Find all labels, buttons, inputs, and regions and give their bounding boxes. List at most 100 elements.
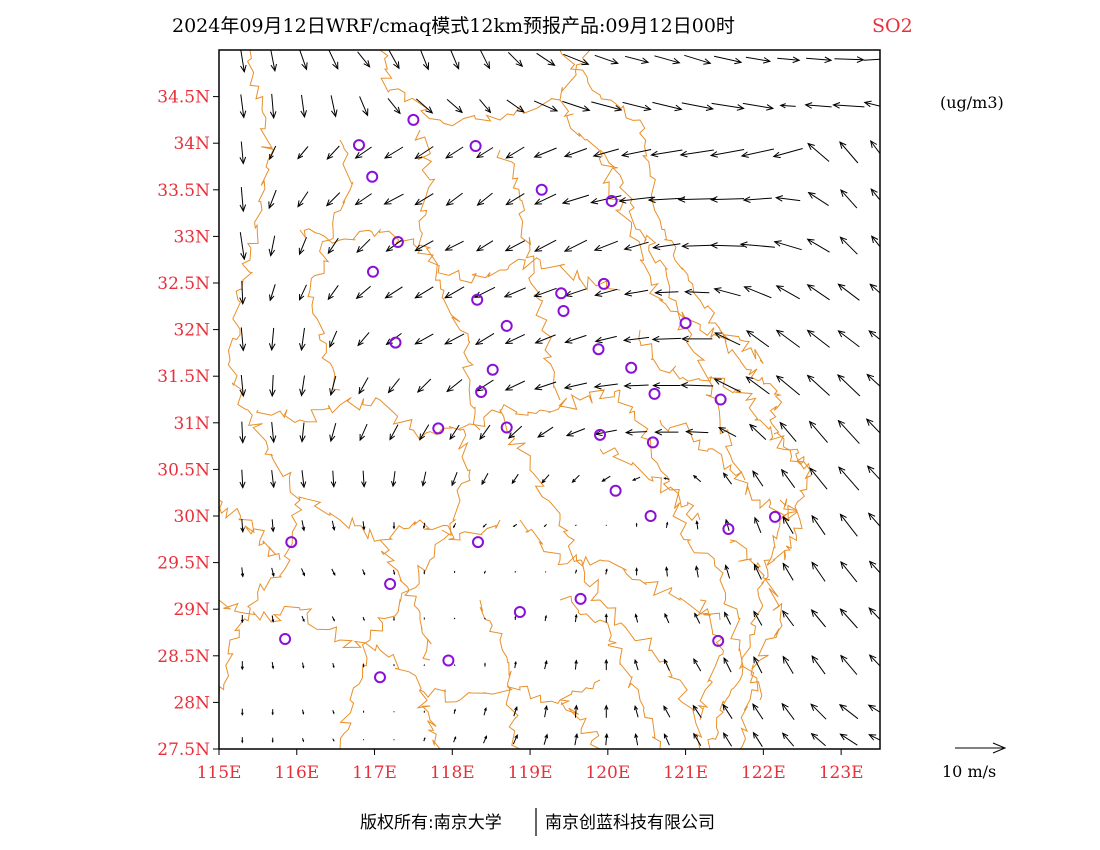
wind-arrow-head (422, 525, 426, 529)
wind-arrow (514, 615, 517, 620)
wind-arrow (504, 333, 526, 344)
wind-arrow-shaft (270, 235, 276, 256)
wind-arrow (745, 376, 770, 395)
station-marker (366, 170, 379, 183)
wind-arrow (635, 522, 638, 527)
boundary-line (599, 447, 701, 521)
wind-arrow (269, 374, 276, 398)
wind-arrow-shaft (695, 566, 699, 578)
wind-arrow-shaft (389, 424, 399, 440)
wind-arrow-shaft (624, 241, 649, 250)
boundary-line (617, 389, 763, 701)
wind-arrow-head (327, 246, 334, 255)
wind-arrow (271, 567, 275, 578)
wind-arrow-shaft (357, 332, 370, 346)
wind-arrow-head (329, 388, 336, 397)
wind-arrow (782, 515, 794, 535)
wind-arrow-head (269, 111, 277, 120)
wind-arrow-shaft (811, 733, 826, 747)
wind-arrow (330, 95, 338, 118)
wind-arrow-shaft (449, 424, 460, 440)
wind-arrow (618, 196, 654, 204)
wind-arrow-shaft (725, 565, 731, 579)
wind-arrow-shaft (327, 237, 339, 254)
wind-arrow-shaft (723, 732, 733, 747)
wind-arrow-shaft (868, 607, 880, 621)
wind-arrow-shaft (718, 427, 737, 438)
wind-arrow (834, 56, 865, 63)
station-marker (712, 634, 725, 647)
wind-arrow-shaft (301, 375, 305, 396)
wind-arrow-head (695, 520, 699, 525)
wind-arrow (357, 51, 371, 68)
wind-arrow-shaft (634, 706, 639, 718)
wind-arrow-shaft (753, 656, 763, 674)
wind-arrow-head (533, 291, 542, 298)
station-marker (500, 319, 513, 332)
wind-arrow-head (561, 198, 570, 205)
wind-arrow (302, 709, 305, 715)
wind-arrow-shaft (329, 330, 338, 348)
wind-arrow (604, 658, 609, 671)
wind-arrow-head (865, 418, 874, 426)
wind-arrow-head (240, 64, 247, 74)
wind-arrow (475, 147, 494, 159)
lat-tick-label: 34N (173, 134, 210, 154)
wind-arrow-head (724, 564, 730, 571)
wind-arrow-head (869, 283, 878, 291)
wind-arrow (806, 284, 830, 301)
wind-arrow (387, 378, 400, 394)
wind-arrow (634, 732, 639, 746)
wind-arrow-head (618, 197, 627, 204)
wind-arrow-shaft (297, 191, 309, 207)
wind-arrow-shaft (746, 376, 770, 395)
wind-arrow-shaft (415, 98, 433, 114)
wind-arrow-head (839, 141, 847, 149)
wind-arrow (806, 374, 830, 396)
boundary-line (414, 129, 481, 431)
wind-arrow-shaft (564, 148, 588, 157)
wind-arrow (423, 736, 426, 742)
wind-arrow-head (663, 733, 668, 739)
wind-arrow-shaft (776, 197, 801, 202)
lat-tick-label: 33N (173, 227, 210, 247)
wind-arrow (361, 470, 367, 488)
wind-arrow (863, 58, 880, 61)
wind-arrow (808, 420, 828, 443)
wind-arrow-head (484, 735, 487, 739)
wind-arrow-head (393, 618, 395, 622)
wind-arrow-head (302, 572, 305, 577)
wind-arrow-shaft (725, 519, 730, 531)
wind-arrow-head (740, 151, 749, 158)
wind-arrow-shaft (544, 706, 548, 718)
wind-arrow-shaft (269, 284, 276, 301)
wind-arrow-head (484, 662, 486, 665)
wind-arrow (543, 523, 547, 528)
wind-arrow-head (709, 196, 718, 203)
wind-arrow-head (724, 611, 729, 618)
wind-arrow-shaft (562, 194, 590, 204)
wind-arrow (693, 658, 702, 672)
station-marker (500, 421, 513, 434)
wind-arrow-shaft (299, 284, 307, 301)
wind-arrow-head (622, 336, 631, 343)
wind-arrow (601, 475, 611, 482)
wind-arrow-shaft (809, 467, 828, 490)
wind-arrow (354, 146, 372, 159)
wind-arrow-shaft (693, 658, 702, 672)
wind-arrow-head (512, 525, 516, 527)
wind-arrow-shaft (506, 146, 525, 159)
wind-arrow-head (664, 612, 668, 618)
wind-arrow-shaft (534, 287, 557, 297)
wind-arrow-head (547, 59, 556, 66)
wind-arrow-shaft (867, 465, 880, 481)
wind-arrow-shaft (327, 285, 339, 300)
station-marker (722, 523, 735, 535)
wind-arrow (722, 703, 733, 719)
wind-arrow-shaft (605, 734, 608, 746)
wind-arrow-head (672, 57, 681, 65)
wind-arrow-head (804, 102, 813, 109)
wind-arrow-shaft (479, 424, 491, 440)
wind-arrow-head (475, 151, 484, 159)
copyright-text: 版权所有:南京大学 (360, 813, 502, 833)
